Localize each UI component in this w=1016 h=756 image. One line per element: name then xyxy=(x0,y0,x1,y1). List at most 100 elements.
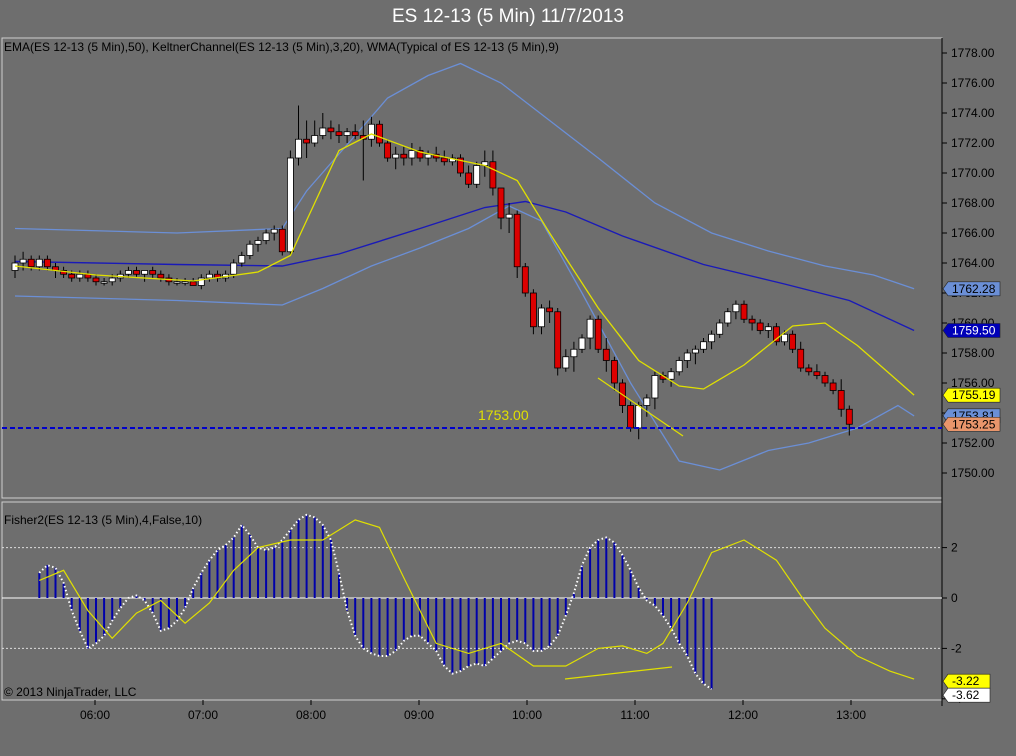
candle-body xyxy=(246,243,254,256)
candle-body xyxy=(797,348,805,369)
price-y-tick-label: 1776.00 xyxy=(951,76,995,90)
candle-body xyxy=(675,360,683,373)
candle-body xyxy=(732,303,740,313)
candle-body xyxy=(238,255,246,264)
candle-body xyxy=(359,135,367,140)
candle-body xyxy=(700,341,707,350)
candle-body xyxy=(505,213,513,219)
price-y-tick-label: 1758.00 xyxy=(951,346,995,360)
candle-body xyxy=(465,172,473,185)
candle-body xyxy=(716,322,724,335)
fisher-badge-label: -3.62 xyxy=(952,688,980,702)
candle-body xyxy=(262,232,270,241)
candle-body xyxy=(538,307,545,328)
candle-body xyxy=(837,390,845,410)
candle-body xyxy=(513,213,521,268)
candle-body xyxy=(667,371,675,380)
candle-body xyxy=(683,352,691,361)
candle-body xyxy=(351,131,359,136)
candle-body xyxy=(408,150,416,159)
candle-body xyxy=(392,153,400,159)
x-tick-label: 13:00 xyxy=(836,708,866,722)
candle-body xyxy=(473,165,481,185)
fisher-panel-frame xyxy=(1,501,943,701)
price-panel-frame xyxy=(1,37,943,499)
candle-body xyxy=(594,318,602,350)
fisher-badge xyxy=(942,687,991,703)
candle-body xyxy=(254,240,262,245)
candle-body xyxy=(805,367,813,373)
price-level-label: 1753.00 xyxy=(478,407,529,423)
candle-body xyxy=(821,375,829,384)
price-y-tick-label: 1752.00 xyxy=(951,436,995,450)
x-tick-label: 07:00 xyxy=(188,708,218,722)
price-y-tick-label: 1766.00 xyxy=(951,226,995,240)
candle-body xyxy=(724,311,732,324)
candle-body xyxy=(303,138,311,144)
candle-body xyxy=(651,375,659,399)
candle-body xyxy=(376,123,383,144)
candle-body xyxy=(384,142,392,159)
price-badge xyxy=(942,416,1001,432)
fisher-badge xyxy=(942,673,991,689)
candle-body xyxy=(197,277,205,286)
candle-body xyxy=(400,153,408,159)
keltner-lower-line xyxy=(14,205,915,471)
candle-body xyxy=(270,228,278,234)
candle-body xyxy=(813,371,821,376)
price-badge xyxy=(942,387,1001,403)
candle-body xyxy=(489,161,497,189)
candle-body xyxy=(173,281,181,284)
fisher-y-tick-label: -2 xyxy=(951,641,962,655)
price-y-tick-label: 1772.00 xyxy=(951,136,995,150)
fisher-indicator-label: Fisher2(ES 12-13 (5 Min),4,False,10) xyxy=(4,513,202,527)
candle-body xyxy=(627,405,634,429)
candle-body xyxy=(343,131,351,136)
candle-body xyxy=(416,150,424,159)
candle-body xyxy=(554,311,562,369)
candle-body xyxy=(756,322,764,331)
price-y-tick-label: 1768.00 xyxy=(951,196,995,210)
candle-body xyxy=(286,157,294,253)
candle-body xyxy=(692,348,699,354)
copyright-label: © 2013 NinjaTrader, LLC xyxy=(4,685,137,699)
candle-body xyxy=(149,270,157,275)
candle-body xyxy=(19,258,27,264)
candle-body xyxy=(748,318,756,324)
candle-body xyxy=(311,135,319,144)
candle-body xyxy=(92,277,100,283)
price-y-tick-label: 1770.00 xyxy=(951,166,995,180)
candle-body xyxy=(319,127,327,136)
candle-body xyxy=(643,397,651,406)
price-indicator-label: EMA(ES 12-13 (5 Min),50), KeltnerChannel… xyxy=(4,40,559,54)
price-badge-label: 1753.25 xyxy=(952,417,996,431)
candle-body xyxy=(367,123,375,140)
fisher-badge-label: -3.22 xyxy=(952,674,980,688)
candle-body xyxy=(497,187,505,219)
x-tick-label: 06:00 xyxy=(80,708,110,722)
candle-body xyxy=(205,273,213,279)
wma9-line xyxy=(14,133,915,396)
x-tick-label: 09:00 xyxy=(404,708,434,722)
candle-body xyxy=(68,273,76,279)
candle-body xyxy=(335,131,343,136)
candle-body xyxy=(157,273,165,279)
fisher-y-tick-label: 0 xyxy=(951,591,958,605)
x-tick-label: 11:00 xyxy=(620,708,649,722)
price-y-tick-label: 1764.00 xyxy=(951,256,995,270)
price-y-tick-label: 1756.00 xyxy=(951,376,995,390)
fisher-trigger-line xyxy=(39,519,915,680)
candle-body xyxy=(278,228,286,253)
chart-title: ES 12-13 (5 Min) 11/7/2013 xyxy=(391,6,624,27)
price-divergence-line xyxy=(597,377,684,437)
price-y-tick-label: 1778.00 xyxy=(951,46,995,60)
candle-body xyxy=(530,292,537,328)
price-badge-label: 1755.19 xyxy=(952,388,996,402)
price-badge xyxy=(942,323,1001,338)
candle-body xyxy=(295,138,302,159)
candle-body xyxy=(35,258,43,268)
candle-body xyxy=(764,326,772,331)
x-tick-label: 08:00 xyxy=(296,708,326,722)
candle-body xyxy=(189,281,197,286)
